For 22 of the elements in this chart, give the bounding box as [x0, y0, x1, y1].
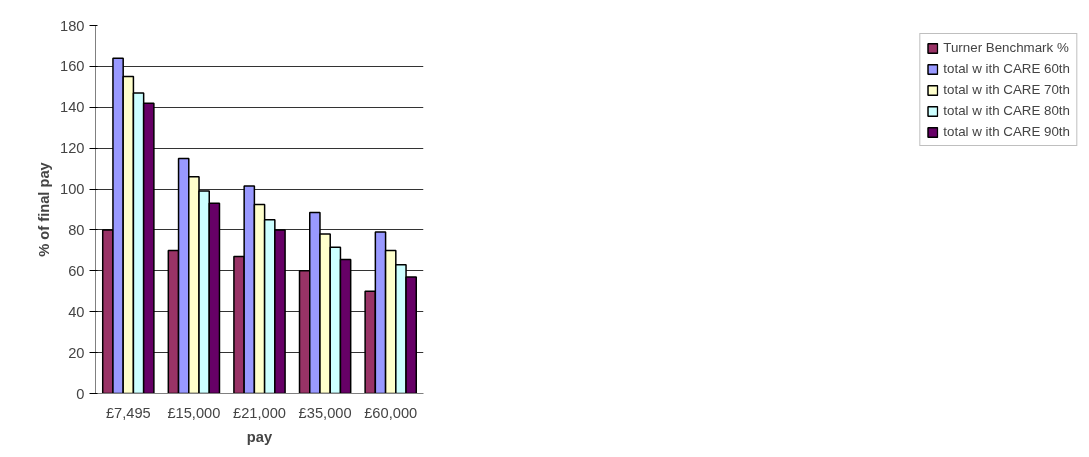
x-tick-label: £35,000	[298, 404, 352, 421]
y-axis-title: % of final pay	[36, 161, 53, 257]
legend-label: total w ith CARE 60th	[943, 61, 1070, 76]
x-tick-label: £60,000	[364, 404, 418, 421]
y-tick-label: 80	[68, 221, 85, 238]
y-tick-label: 140	[60, 99, 85, 116]
x-tick-label: £15,000	[167, 404, 221, 421]
y-tick-label: 100	[60, 181, 85, 198]
y-tick-label: 60	[68, 262, 85, 279]
legend-label: Turner Benchmark %	[943, 40, 1069, 55]
y-tick-label: 120	[60, 140, 85, 157]
y-tick-label: 0	[76, 385, 85, 402]
legend-label: total w ith CARE 70th	[943, 82, 1070, 97]
legend-label: total w ith CARE 90th	[943, 124, 1070, 139]
y-tick-label: 180	[60, 17, 85, 34]
y-tick-label: 160	[60, 58, 85, 75]
x-tick-label: £7,495	[105, 404, 151, 421]
y-tick-label: 40	[68, 303, 85, 320]
legend-label: total w ith CARE 80th	[943, 103, 1070, 118]
x-tick-label: £21,000	[233, 404, 286, 421]
y-tick-label: 20	[68, 344, 85, 361]
x-axis-title: pay	[246, 428, 273, 445]
